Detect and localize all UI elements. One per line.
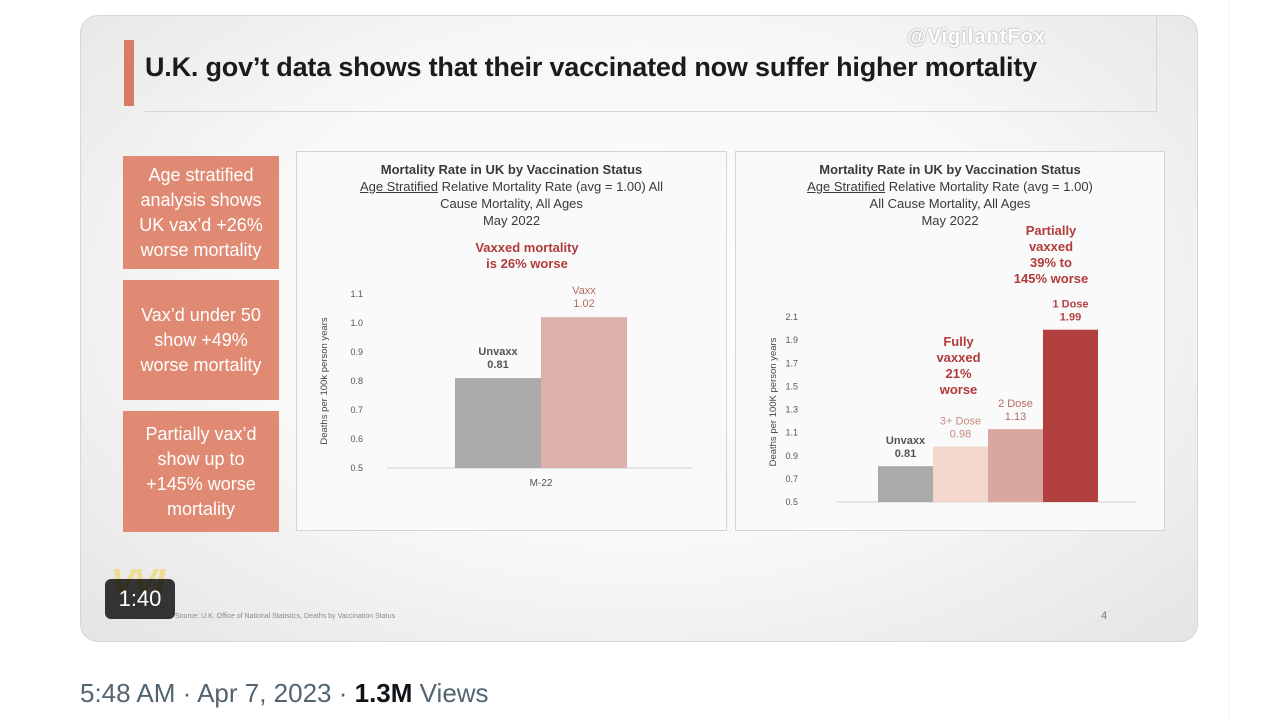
right-bar-1-dose <box>1043 329 1098 502</box>
side-box-partially: Partially vax’d show up to +145% worse m… <box>123 411 279 532</box>
right-bar-category-label: Unvaxx <box>886 435 926 447</box>
left-y-tick-label: 0.5 <box>350 463 363 473</box>
right-chart-title-line3: All Cause Mortality, All Ages <box>869 196 1031 211</box>
left-chart-title-line4: May 2022 <box>482 213 541 228</box>
right-chart-title: Mortality Rate in UK by Vaccination Stat… <box>736 161 1164 229</box>
right-y-tick-label: 1.3 <box>785 405 798 415</box>
right-y-tick-label: 0.5 <box>785 497 798 507</box>
timeline-divider <box>1228 0 1229 720</box>
left-annotation-line2: is 26% worse <box>486 256 568 271</box>
video-player[interactable]: U.K. gov’t data shows that their vaccina… <box>80 15 1198 642</box>
right-bar-2-dose <box>988 429 1043 502</box>
right-chart-title-line4: May 2022 <box>921 213 979 228</box>
left-y-tick-label: 1.1 <box>350 289 363 299</box>
meta-separator: · <box>331 678 355 708</box>
right-annotation-full: Fully vaxxed 21% worse <box>916 334 1001 398</box>
right-annotation-partial-line2: vaxxed <box>1028 239 1074 254</box>
slide-page-number: 4 <box>1101 610 1108 622</box>
left-x-tick-label: M-22 <box>530 478 553 489</box>
left-chart-title-line2: Relative Mortality Rate (avg = 1.00) All <box>437 179 664 194</box>
right-bar-category-label: 1 Dose <box>1052 299 1088 311</box>
right-y-tick-label: 0.7 <box>785 474 798 484</box>
source-note: Source: U.K. Office of National Statisti… <box>175 613 395 620</box>
right-y-tick-label: 1.9 <box>785 335 798 345</box>
right-bar-value-label: 0.98 <box>950 429 971 441</box>
left-y-tick-label: 0.8 <box>350 376 363 386</box>
right-chart-panel: Mortality Rate in UK by Vaccination Stat… <box>735 151 1165 531</box>
right-annotation-partial-line4: 145% worse <box>1013 271 1089 286</box>
left-chart-title: Mortality Rate in UK by Vaccination Stat… <box>297 161 726 229</box>
left-bar-value-label: 0.81 <box>487 359 508 371</box>
right-chart-title-line2: Relative Mortality Rate (avg = 1.00) <box>885 179 1093 194</box>
title-divider <box>144 111 1156 112</box>
right-y-axis-label: Deaths per 100K person years <box>768 337 779 466</box>
right-bar-3-dose <box>933 446 988 502</box>
right-chart-title-underlined: Age Stratified <box>807 179 886 194</box>
right-bar-value-label: 1.13 <box>1005 411 1026 423</box>
video-duration-badge: 1:40 <box>105 579 175 619</box>
side-box-age-stratified: Age stratified analysis shows UK vax’d +… <box>123 156 279 269</box>
right-y-tick-label: 1.1 <box>785 428 798 438</box>
right-annotation-full-line4: worse <box>939 382 978 397</box>
right-y-tick-label: 1.5 <box>785 381 798 391</box>
left-chart-title-line3: Cause Mortality, All Ages <box>440 196 583 211</box>
right-annotation-partial-line1: Partially <box>1025 223 1077 238</box>
left-bar-chart: 1.1 1.0 0.9 0.8 0.7 0.6 0.5 Deaths per 100k per… <box>319 285 692 489</box>
right-y-tick-label: 2.1 <box>785 312 798 322</box>
left-chart-title-line1: Mortality Rate in UK by Vaccination Stat… <box>380 162 643 177</box>
left-y-tick-label: 0.9 <box>350 347 363 357</box>
left-bar-vaxx <box>541 317 627 468</box>
left-chart-annotation: Vaxxed mortality is 26% worse <box>467 240 587 272</box>
left-chart-title-underlined: Age Stratified <box>359 179 438 194</box>
tweet-time[interactable]: 5:48 AM <box>80 678 176 708</box>
right-bar-unvaxx <box>878 466 933 502</box>
left-bar-value-label: 1.02 <box>573 298 594 310</box>
title-accent-bar <box>124 40 134 106</box>
right-annotation-full-line3: 21% <box>945 366 972 381</box>
meta-separator: · <box>175 678 198 708</box>
right-bar-value-label: 0.81 <box>895 448 916 460</box>
watermark: @VigilantFox <box>907 26 1046 48</box>
right-bar-category-label: 2 Dose <box>998 398 1033 410</box>
right-y-tick-label: 1.7 <box>785 358 798 368</box>
slide-title: U.K. gov’t data shows that their vaccina… <box>145 52 1037 82</box>
left-bar-series-label: Vaxx <box>572 285 596 297</box>
right-annotation-partial: Partially vaxxed 39% to 145% worse <box>996 223 1106 287</box>
right-bar-chart: 2.1 1.9 1.7 1.5 1.3 1.1 0.9 0.7 0.5 Deaths per 10… <box>768 299 1136 507</box>
right-chart-title-line1: Mortality Rate in UK by Vaccination Stat… <box>819 162 1081 177</box>
left-annotation-line1: Vaxxed mortality <box>475 240 579 255</box>
left-y-axis-label: Deaths per 100k person years <box>319 317 330 445</box>
right-annotation-full-line2: vaxxed <box>936 350 981 365</box>
tweet-meta: 5:48 AM · Apr 7, 2023 · 1.3M Views <box>80 678 489 709</box>
views-count: 1.3M <box>354 678 413 708</box>
right-annotation-partial-line3: 39% to <box>1030 255 1072 270</box>
left-bar-series-label: Unvaxx <box>478 346 518 358</box>
right-bar-value-label: 1.99 <box>1060 312 1081 324</box>
left-chart-panel: Mortality Rate in UK by Vaccination Stat… <box>296 151 727 531</box>
title-divider-vertical <box>1156 16 1157 112</box>
views-label: Views <box>419 678 489 708</box>
side-box-under-50: Vax’d under 50 show +49% worse mortality <box>123 280 279 400</box>
right-bar-category-label: 3+ Dose <box>940 416 981 428</box>
right-y-tick-label: 0.9 <box>785 451 798 461</box>
right-annotation-full-line1: Fully <box>943 334 974 349</box>
left-y-tick-label: 1.0 <box>350 318 363 328</box>
tweet-date[interactable]: Apr 7, 2023 <box>197 678 332 708</box>
left-y-tick-label: 0.6 <box>350 434 363 444</box>
left-bar-unvaxx <box>455 378 541 468</box>
left-y-tick-label: 0.7 <box>350 405 363 415</box>
